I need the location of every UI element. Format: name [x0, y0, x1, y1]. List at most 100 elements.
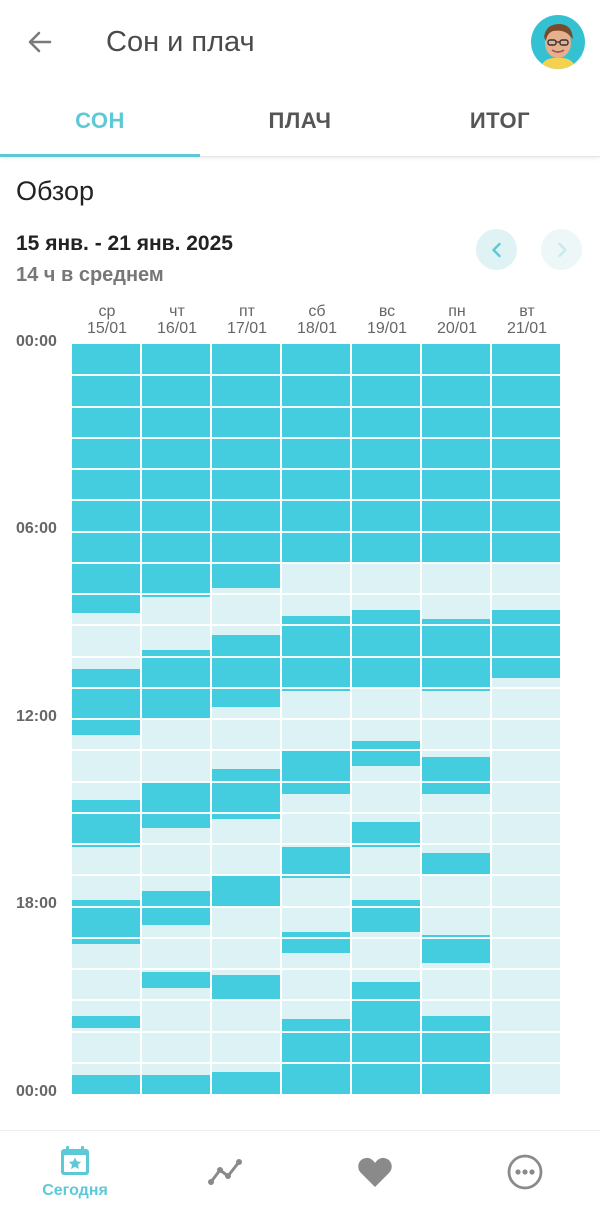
sleep-block	[142, 890, 210, 926]
sleep-block	[352, 900, 420, 932]
day-label: вт 21/01	[492, 303, 562, 337]
day-weekday: вс	[378, 303, 396, 320]
hour-gridline	[72, 905, 562, 908]
sleep-block	[352, 822, 420, 848]
tab-summary[interactable]: ИТОГ	[469, 108, 531, 133]
day-weekday: сб	[308, 303, 326, 320]
sleep-block	[352, 344, 420, 563]
day-weekday: вт	[519, 303, 535, 320]
sleep-block	[212, 769, 280, 819]
next-week-button[interactable]	[541, 229, 582, 270]
day-label: сб 18/01	[282, 303, 352, 337]
day-weekday: пн	[448, 303, 466, 320]
day-date: 19/01	[366, 320, 408, 337]
hour-gridline	[72, 468, 562, 470]
back-button[interactable]	[22, 24, 58, 60]
hour-gridline	[72, 968, 562, 970]
hour-gridline	[72, 686, 562, 689]
sleep-block	[142, 344, 210, 598]
nav-today-label: Сегодня	[42, 1181, 108, 1199]
chart-plot-area	[72, 344, 562, 1094]
hour-gridline	[72, 436, 562, 439]
sleep-block	[142, 972, 210, 988]
day-label: ср 15/01	[72, 303, 142, 337]
sleep-block	[422, 756, 490, 794]
sleep-block	[142, 650, 210, 719]
sleep-block	[212, 634, 280, 707]
hour-gridline	[72, 718, 562, 720]
hour-gridline	[72, 530, 562, 533]
sleep-block	[422, 344, 490, 563]
page-title: Сон и плач	[106, 26, 255, 58]
sleep-block	[212, 344, 280, 588]
sleep-block	[282, 931, 350, 954]
y-tick-label: 00:00	[16, 333, 57, 350]
avatar[interactable]	[531, 15, 585, 69]
calendar-star-icon	[61, 1145, 89, 1175]
sleep-block	[422, 619, 490, 691]
day-label: пт 17/01	[212, 303, 282, 337]
section-title: Обзор	[16, 176, 94, 206]
sleep-block	[72, 900, 140, 944]
nav-today[interactable]: Сегодня	[0, 1131, 150, 1212]
sleep-block	[422, 934, 490, 963]
hour-gridline	[72, 593, 562, 595]
more-icon	[507, 1154, 543, 1189]
hour-gridline	[72, 655, 562, 658]
sleep-block	[282, 750, 350, 794]
bottom-navigation: Сегодня	[0, 1130, 600, 1212]
sleep-block	[72, 669, 140, 735]
sleep-block	[142, 781, 210, 829]
y-tick-label: 06:00	[16, 520, 57, 537]
nav-favorites[interactable]	[300, 1131, 450, 1212]
arrow-left-icon	[28, 31, 52, 53]
sleep-block	[352, 609, 420, 688]
sleep-block	[72, 344, 140, 613]
hour-gridline	[72, 749, 562, 752]
hour-gridline	[72, 624, 562, 627]
day-label: вс 19/01	[352, 303, 422, 337]
hour-gridline	[72, 561, 562, 564]
sleep-block	[212, 875, 280, 907]
hour-gridline	[72, 843, 562, 845]
sleep-block	[72, 1075, 140, 1094]
sleep-block	[282, 344, 350, 563]
hour-gridline	[72, 1061, 562, 1064]
day-date: 21/01	[506, 320, 548, 337]
hour-gridline	[72, 405, 562, 408]
previous-week-button[interactable]	[476, 229, 517, 270]
sleep-block	[492, 344, 560, 563]
y-tick-label: 12:00	[16, 708, 57, 725]
sleep-block	[212, 1072, 280, 1094]
heart-icon	[358, 1157, 392, 1187]
day-label: чт 16/01	[142, 303, 212, 337]
sleep-block	[212, 975, 280, 1001]
y-tick-label: 00:00	[16, 1083, 57, 1100]
chevron-right-icon	[557, 242, 567, 257]
date-range: 15 янв. - 21 янв. 2025	[16, 232, 233, 255]
hour-gridline	[72, 374, 562, 377]
tab-crying[interactable]: ПЛАЧ	[268, 108, 332, 133]
sleep-block	[282, 615, 350, 691]
y-tick-label: 18:00	[16, 895, 57, 912]
tab-sleep[interactable]: СОН	[0, 90, 200, 157]
sleep-block	[72, 800, 140, 848]
average-sleep: 14 ч в среднем	[16, 264, 164, 286]
hour-gridline	[72, 874, 562, 877]
nav-trends[interactable]	[150, 1131, 300, 1212]
day-date: 15/01	[86, 320, 128, 337]
nav-more[interactable]	[450, 1131, 600, 1212]
hour-gridline	[72, 1030, 562, 1033]
hour-gridline	[72, 811, 562, 814]
day-date: 20/01	[436, 320, 478, 337]
sleep-block	[282, 847, 350, 879]
chevron-left-icon	[491, 242, 501, 257]
day-weekday: ср	[98, 303, 116, 320]
sleep-block	[72, 1015, 140, 1029]
sleep-block	[352, 740, 420, 766]
hour-gridline	[72, 936, 562, 939]
tab-bar: СОН ПЛАЧ ИТОГ	[0, 90, 600, 157]
day-date: 17/01	[226, 320, 268, 337]
sleep-block	[422, 853, 490, 876]
app-header: Сон и плач	[0, 0, 600, 90]
